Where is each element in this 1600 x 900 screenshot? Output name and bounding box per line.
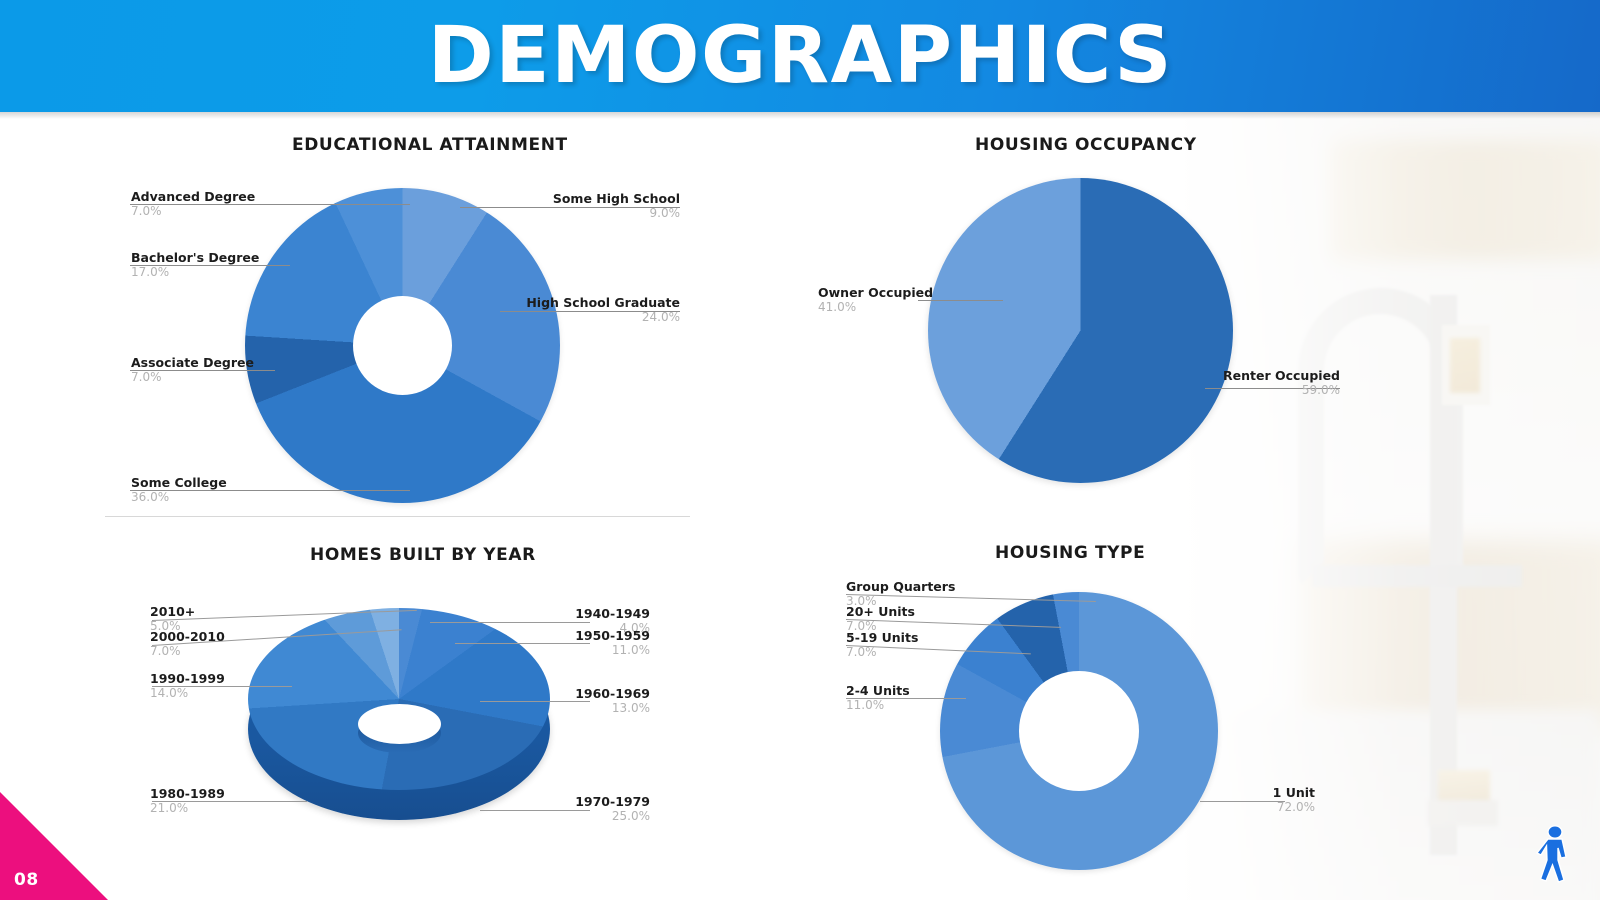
label-value: 3.0% (846, 594, 877, 608)
section-title-housing-type: HOUSING TYPE (995, 543, 1146, 563)
label-value: 59.0% (1301, 383, 1340, 397)
label-name: 1 Unit (1272, 785, 1315, 800)
label-name: Some College (131, 475, 227, 490)
section-divider (105, 516, 690, 517)
section-title-educational-attainment: EDUCATIONAL ATTAINMENT (292, 135, 568, 155)
label-value: 36.0% (131, 490, 170, 504)
label-value: 17.0% (131, 265, 170, 279)
label-1970-1979: 1970-1979 25.0% (430, 794, 650, 823)
label-20plus-units: 20+ Units 7.0% (846, 604, 915, 633)
label-value: 7.0% (846, 619, 877, 633)
label-value: 5.0% (150, 619, 181, 633)
label-value: 72.0% (1276, 800, 1315, 814)
label-value: 4.0% (619, 621, 651, 635)
slide-header-banner: DEMOGRAPHICS (0, 0, 1600, 112)
label-name: 1940-1949 (575, 606, 650, 621)
label-name: 1990-1999 (150, 671, 225, 686)
label-value: 21.0% (150, 801, 189, 815)
leader-line-bachelors-degree (130, 265, 290, 266)
label-1960-1969: 1960-1969 13.0% (430, 686, 650, 715)
leader-line-2-4-units (846, 698, 966, 699)
label-owner-occupied: Owner Occupied 41.0% (818, 285, 933, 314)
label-name: Associate Degree (131, 355, 254, 370)
label-1950-1959: 1950-1959 11.0% (430, 628, 650, 657)
donut-hole (1019, 671, 1139, 791)
donut-3d-hole (358, 704, 441, 744)
leader-line-associate-degree (130, 370, 275, 371)
label-associate-degree: Associate Degree 7.0% (131, 355, 254, 384)
header-shadow (0, 112, 1600, 119)
label-name: Some High School (552, 191, 680, 206)
label-name: 1950-1959 (575, 628, 650, 643)
label-high-school-graduate: High School Graduate 24.0% (480, 295, 680, 324)
label-value: 7.0% (131, 370, 162, 384)
background-photo-pallet-jack (1180, 110, 1600, 900)
label-1940-1949: 1940-1949 4.0% (430, 606, 650, 635)
leader-line-1-unit (1200, 801, 1285, 802)
label-2-4-units: 2-4 Units 11.0% (846, 683, 910, 712)
label-2010plus: 2010+ 5.0% (150, 604, 195, 633)
label-value: 13.0% (611, 701, 650, 715)
label-some-college: Some College 36.0% (131, 475, 227, 504)
label-name: Bachelor's Degree (131, 250, 260, 265)
walking-person-icon (1535, 825, 1567, 883)
label-value: 25.0% (611, 809, 650, 823)
label-value: 7.0% (150, 644, 181, 658)
label-value: 41.0% (818, 300, 857, 314)
label-name: 2-4 Units (846, 683, 910, 698)
section-title-homes-built-by-year: HOMES BUILT BY YEAR (310, 545, 536, 565)
label-group-quarters: Group Quarters 3.0% (846, 579, 955, 608)
label-name: Owner Occupied (818, 285, 934, 300)
section-title-housing-occupancy: HOUSING OCCUPANCY (975, 135, 1197, 155)
leader-line-high-school-graduate (500, 311, 680, 312)
label-name: Renter Occupied (1223, 368, 1340, 383)
label-name: Group Quarters (846, 579, 956, 594)
leader-line-1980-1989 (152, 801, 307, 802)
label-value: 24.0% (641, 310, 680, 324)
label-name: Advanced Degree (131, 189, 256, 204)
leader-line-1960-1969 (480, 701, 590, 702)
leader-line-1950-1959 (455, 643, 590, 644)
label-advanced-degree: Advanced Degree 7.0% (131, 189, 255, 218)
label-value: 9.0% (649, 206, 681, 220)
leader-line-owner-occupied (918, 300, 1003, 301)
label-some-high-school: Some High School 9.0% (480, 191, 680, 220)
label-name: 2010+ (150, 604, 196, 619)
label-5-19-units: 5-19 Units 7.0% (846, 630, 918, 659)
page-number: 08 (14, 870, 39, 890)
page-number-corner: 08 (0, 792, 108, 900)
label-value: 7.0% (131, 204, 162, 218)
label-1980-1989: 1980-1989 21.0% (150, 786, 225, 815)
page-title: DEMOGRAPHICS (427, 11, 1173, 101)
label-value: 7.0% (846, 645, 877, 659)
label-name: 1970-1979 (575, 794, 650, 809)
leader-line-some-high-school (460, 207, 680, 208)
label-1990-1999: 1990-1999 14.0% (150, 671, 225, 700)
label-value: 11.0% (846, 698, 885, 712)
donut-3d-top-face (248, 608, 550, 790)
chart-homes-built-by-year (248, 608, 550, 838)
label-1-unit: 1 Unit 72.0% (1190, 785, 1315, 814)
label-value: 14.0% (150, 686, 189, 700)
label-name: 1980-1989 (150, 786, 225, 801)
label-2000-2010: 2000-2010 7.0% (150, 629, 225, 658)
label-renter-occupied: Renter Occupied 59.0% (1140, 368, 1340, 397)
leader-line-renter-occupied (1205, 388, 1340, 389)
label-value: 11.0% (611, 643, 650, 657)
leader-line-1990-1999 (152, 686, 292, 687)
label-name: 20+ Units (846, 604, 915, 619)
leader-line-some-college (130, 490, 410, 491)
label-name: 5-19 Units (846, 630, 919, 645)
leader-line-1940-1949 (430, 622, 590, 623)
donut-hole (353, 296, 452, 395)
label-bachelors-degree: Bachelor's Degree 17.0% (131, 250, 259, 279)
label-name: High School Graduate (526, 295, 680, 310)
chart-housing-occupancy (928, 178, 1233, 483)
leader-line-1970-1979 (480, 810, 590, 811)
label-name: 2000-2010 (150, 629, 225, 644)
leader-line-advanced-degree (130, 204, 410, 205)
label-name: 1960-1969 (575, 686, 650, 701)
